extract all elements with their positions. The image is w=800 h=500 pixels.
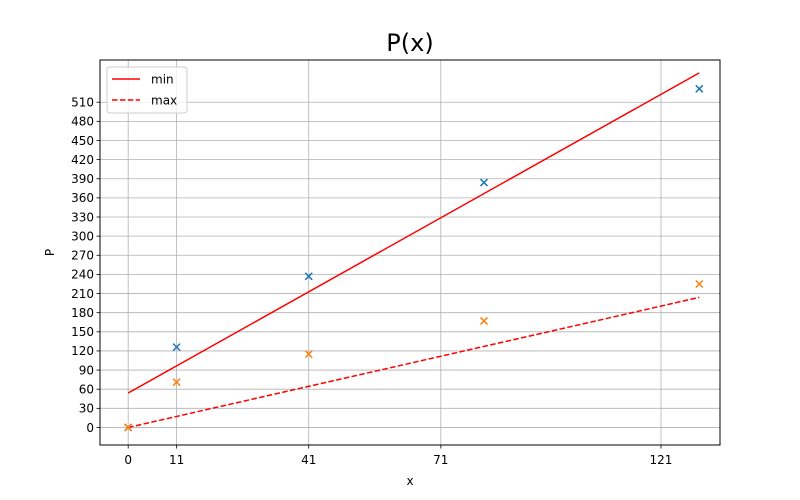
- y-tick-label: 180: [71, 306, 94, 320]
- x-tick-label: 0: [124, 453, 132, 467]
- chart-title: P(x): [386, 29, 433, 57]
- marker-stroke: [124, 423, 133, 432]
- y-tick-label: 120: [71, 344, 94, 358]
- x-axis-label: x: [406, 474, 413, 488]
- x-tick-label: 71: [433, 453, 448, 467]
- y-tick-label: 150: [71, 325, 94, 339]
- scatter-point: [304, 272, 313, 281]
- y-tick-label: 300: [71, 229, 94, 243]
- y-axis-label: P: [43, 249, 57, 256]
- series: [124, 72, 704, 432]
- scatter-point: [695, 84, 704, 93]
- plot-frame: [99, 59, 721, 446]
- y-tick-label: 270: [71, 249, 94, 263]
- y-tick-label: 420: [71, 153, 94, 167]
- legend: min max: [106, 66, 188, 114]
- series-line-min: [127, 72, 700, 394]
- y-tick-label: 450: [71, 134, 94, 148]
- grid: [100, 60, 720, 445]
- y-tick-label: 330: [71, 210, 94, 224]
- marker-stroke: [479, 316, 489, 325]
- marker-stroke: [695, 279, 704, 289]
- x-tick-label: 11: [169, 453, 184, 467]
- y-tick-label: 390: [71, 172, 94, 186]
- marker-stroke: [479, 178, 489, 187]
- scatter-point: [172, 343, 181, 352]
- marker-stroke: [304, 350, 313, 359]
- marker-stroke: [304, 272, 313, 281]
- series-line-max: [128, 296, 700, 429]
- marker-stroke: [695, 84, 704, 93]
- y-tick-label: 510: [71, 96, 94, 110]
- ticks: 0 11 41 71 121 0 30 60 90 120 150 180 210 240 270 300 33…: [71, 96, 672, 467]
- y-tick-label: 90: [79, 363, 94, 377]
- scatter-point: [479, 316, 489, 325]
- y-tick-label: 480: [71, 115, 94, 129]
- y-tick-label: 360: [71, 191, 94, 205]
- scatter-point: [172, 378, 181, 387]
- y-tick-label: 60: [79, 382, 94, 396]
- scatter-point: [695, 279, 704, 289]
- y-tick-label: 240: [71, 268, 94, 282]
- y-tick-label: 30: [79, 402, 94, 416]
- x-tick-label: 121: [650, 453, 673, 467]
- marker-stroke: [172, 378, 181, 387]
- y-tick-label: 210: [71, 287, 94, 301]
- legend-label-max: max: [151, 93, 177, 107]
- scatter-point: [479, 178, 489, 187]
- legend-label-min: min: [151, 72, 174, 86]
- scatter-point: [124, 423, 133, 432]
- y-tick-label: 0: [86, 421, 94, 435]
- scatter-point: [304, 350, 313, 359]
- x-tick-label: 41: [301, 453, 316, 467]
- marker-stroke: [172, 343, 181, 352]
